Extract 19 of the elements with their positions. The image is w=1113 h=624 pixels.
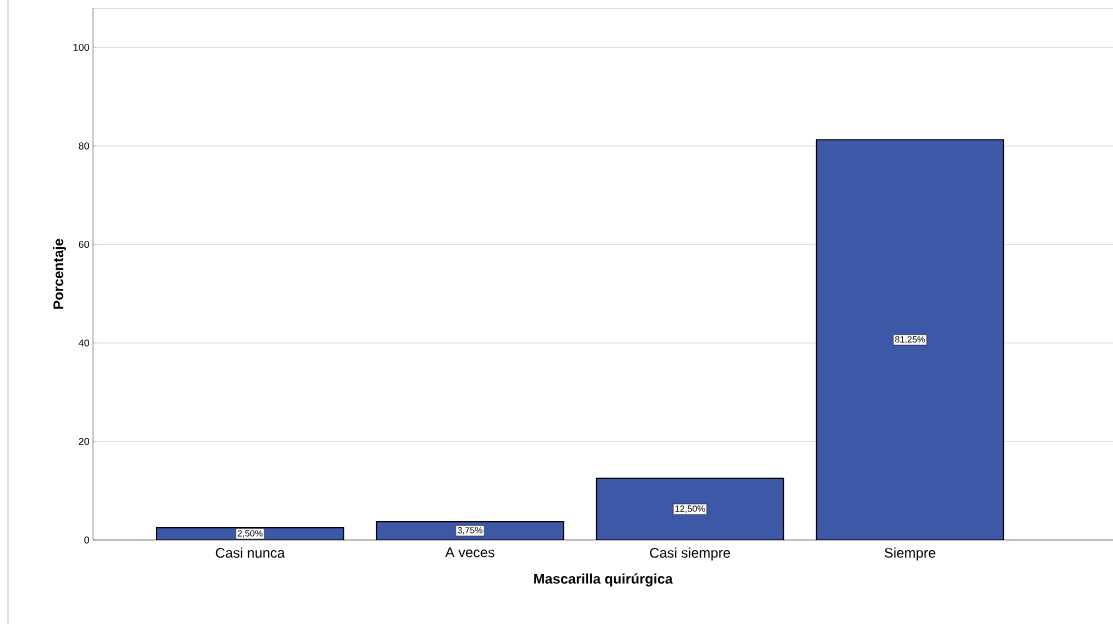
x-tick-label: Siempre (884, 547, 936, 561)
y-tick-label: 100 (73, 43, 90, 51)
y-tick-label: 0 (84, 536, 90, 544)
data-label: 81,25% (895, 336, 925, 344)
y-tick-label: 20 (78, 437, 90, 445)
y-tick-label: 60 (78, 240, 90, 248)
bar (375, 520, 565, 540)
y-tick-label: 40 (78, 339, 90, 347)
data-label: 2,50% (237, 530, 263, 538)
x-tick-label: Casi nunca (215, 547, 285, 558)
data-label: 3,75% (457, 527, 483, 535)
x-axis-title: Mascarilla quirúrgica (534, 573, 673, 587)
bar (815, 139, 1005, 540)
y-axis-title: Porcentaje (53, 238, 67, 309)
data-label: 12,50% (675, 505, 705, 513)
x-tick-label: A veces (445, 547, 495, 558)
y-tick-label: 80 (78, 142, 90, 150)
bar (595, 477, 785, 540)
x-tick-label: Casi siempre (650, 547, 731, 561)
